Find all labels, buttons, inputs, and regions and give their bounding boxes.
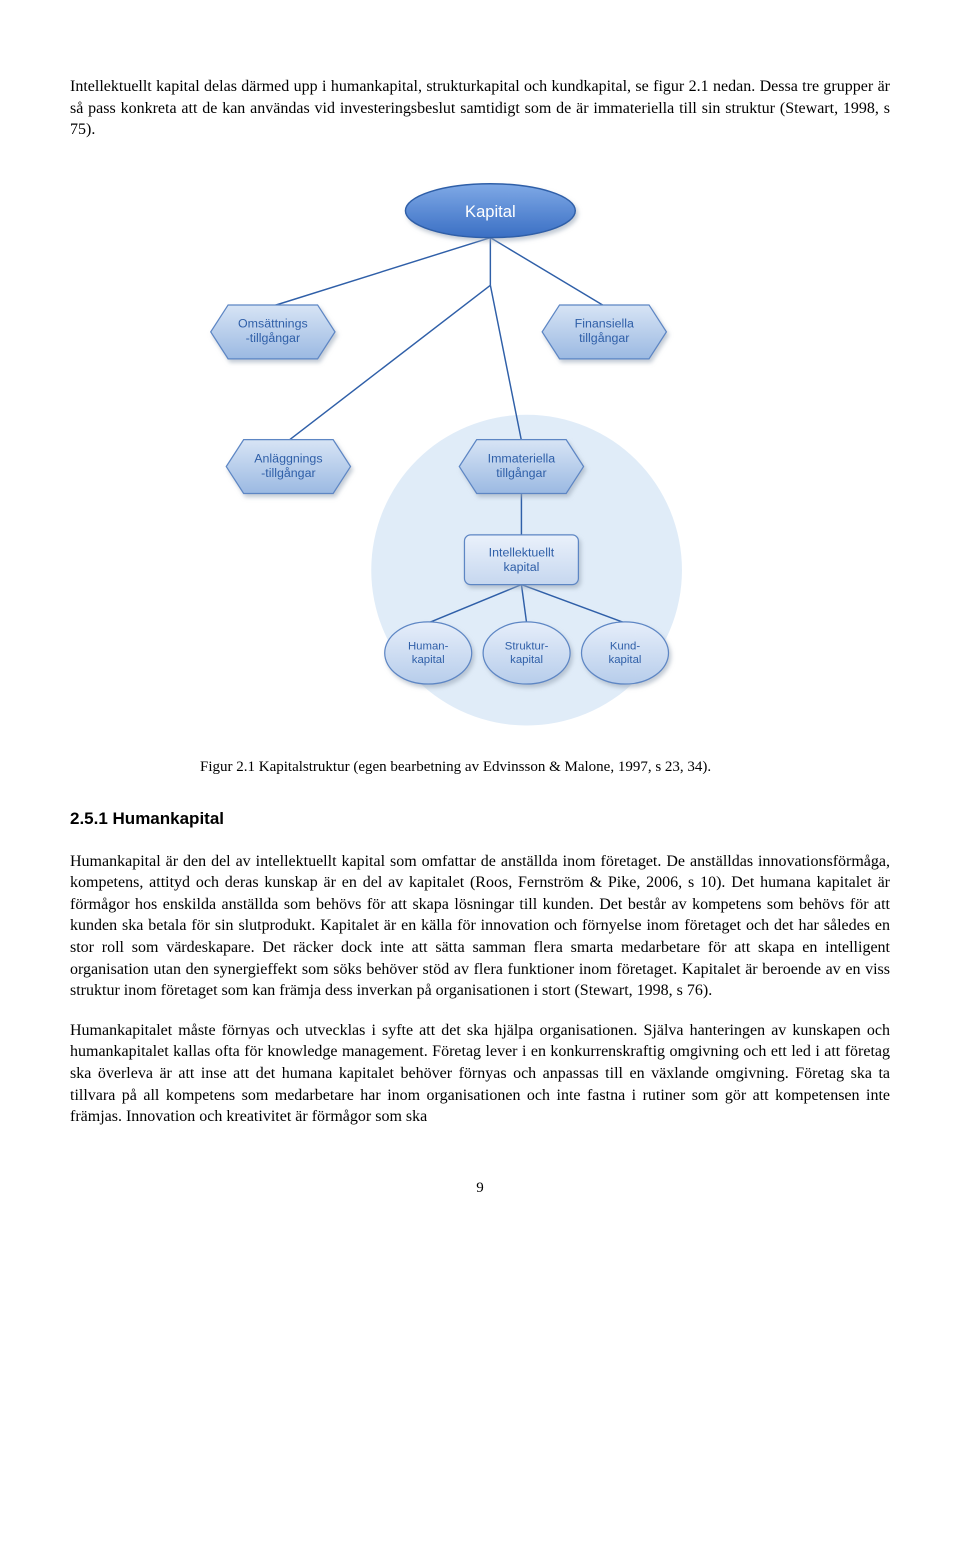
intro-paragraph: Intellektuellt kapital delas därmed upp … [70, 76, 890, 141]
svg-text:tillgångar: tillgångar [496, 466, 546, 480]
figure-caption: Figur 2.1 Kapitalstruktur (egen bearbetn… [200, 757, 890, 777]
svg-text:Omsättnings: Omsättnings [238, 317, 308, 331]
svg-text:Finansiella: Finansiella [575, 317, 634, 331]
body-paragraph-2: Humankapitalet måste förnyas och utveckl… [70, 1020, 890, 1128]
svg-text:Struktur-: Struktur- [505, 640, 549, 652]
svg-text:Intellektuellt: Intellektuellt [489, 545, 555, 559]
svg-text:Kund-: Kund- [610, 640, 641, 652]
svg-text:kapital: kapital [510, 654, 543, 666]
svg-text:Human-: Human- [408, 640, 449, 652]
svg-text:kapital: kapital [609, 654, 642, 666]
svg-text:Immateriella: Immateriella [488, 451, 556, 465]
capital-structure-diagram: KapitalOmsättnings-tillgångarFinansiella… [190, 171, 770, 738]
svg-text:tillgångar: tillgångar [579, 331, 629, 345]
svg-text:Anläggnings: Anläggnings [254, 451, 322, 465]
svg-text:-tillgångar: -tillgångar [246, 331, 300, 345]
svg-text:-tillgångar: -tillgångar [261, 466, 315, 480]
svg-text:Kapital: Kapital [465, 202, 516, 221]
page-number: 9 [70, 1178, 890, 1198]
svg-text:kapital: kapital [412, 654, 445, 666]
svg-text:kapital: kapital [503, 560, 539, 574]
body-paragraph-1: Humankapital är den del av intellektuell… [70, 851, 890, 1002]
section-heading: 2.5.1 Humankapital [70, 808, 890, 831]
